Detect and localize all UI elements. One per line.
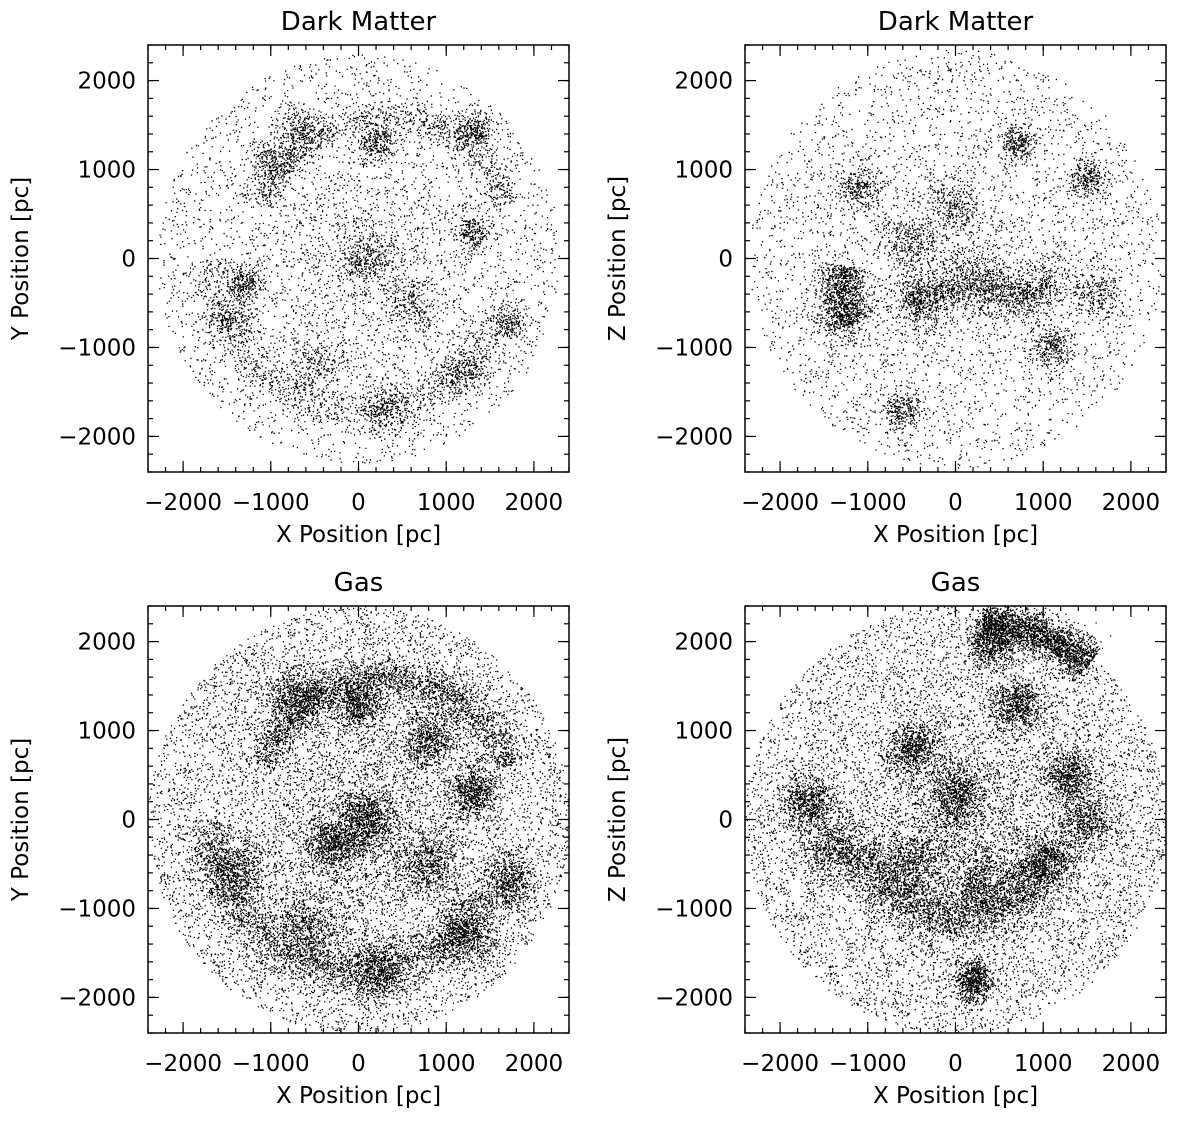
y-tick-label: −1000	[655, 896, 733, 922]
x-tick-label: 1000	[1014, 1051, 1073, 1077]
x-tick-label: 2000	[505, 1051, 564, 1077]
y-tick-label: 0	[121, 808, 136, 834]
x-tick-label: 0	[351, 490, 366, 516]
x-tick-label: −2000	[144, 490, 222, 516]
y-tick-label: −1000	[655, 335, 733, 361]
x-axis-label: X Position [pc]	[873, 1083, 1038, 1109]
x-tick-label: −2000	[741, 1051, 819, 1077]
y-tick-label: 0	[718, 808, 733, 834]
y-tick-label: −2000	[58, 985, 136, 1011]
x-axis-label: X Position [pc]	[276, 1083, 441, 1109]
scatter-points	[148, 606, 569, 1033]
x-tick-label: 1000	[417, 1051, 476, 1077]
y-axis-label: Y Position [pc]	[8, 177, 34, 341]
plot-frame	[744, 44, 1167, 473]
x-tick-label: 0	[948, 1051, 963, 1077]
y-tick-label: −1000	[58, 335, 136, 361]
y-axis-label: Z Position [pc]	[605, 737, 631, 902]
y-tick-label: 2000	[674, 69, 733, 95]
y-tick-label: 1000	[77, 158, 136, 184]
y-tick-label: −2000	[58, 424, 136, 450]
chart-title: Dark Matter	[878, 7, 1034, 37]
chart-panel-dm-xy: −2000 −1000 0 1000 2000 −2000 −1000 0 1000 2000 Da…	[0, 0, 597, 561]
y-tick-label: 1000	[77, 719, 136, 745]
scatter-plot-svg: −2000 −1000 0 1000 2000 −2000 −1000 0 1000 2000 Ga…	[8, 568, 570, 1109]
chart-title: Gas	[931, 568, 981, 598]
x-tick-label: 0	[351, 1051, 366, 1077]
chart-title: Gas	[334, 568, 384, 598]
x-tick-label: −1000	[829, 490, 907, 516]
plot-frame	[147, 605, 570, 1034]
y-tick-label: −2000	[655, 985, 733, 1011]
x-tick-label: 1000	[1014, 490, 1073, 516]
x-tick-label: −2000	[144, 1051, 222, 1077]
y-tick-label: 0	[718, 247, 733, 273]
scatter-points	[745, 606, 1166, 1033]
y-tick-label: −1000	[58, 896, 136, 922]
chart-panel-gas-xy: −2000 −1000 0 1000 2000 −2000 −1000 0 1000 2000 Ga…	[0, 561, 597, 1122]
x-tick-label: 2000	[1102, 490, 1161, 516]
x-tick-label: −1000	[829, 1051, 907, 1077]
x-tick-label: 0	[948, 490, 963, 516]
y-tick-label: 2000	[77, 69, 136, 95]
x-tick-label: 1000	[417, 490, 476, 516]
x-tick-label: −1000	[232, 1051, 310, 1077]
x-tick-label: −2000	[741, 490, 819, 516]
scatter-points	[751, 49, 1162, 469]
y-tick-label: −2000	[655, 424, 733, 450]
scatter-points	[159, 54, 560, 464]
x-axis-label: X Position [pc]	[276, 522, 441, 548]
y-axis-label: Y Position [pc]	[8, 738, 34, 902]
y-tick-label: 2000	[674, 630, 733, 656]
y-axis-label: Z Position [pc]	[605, 176, 631, 341]
scatter-plot-svg: −2000 −1000 0 1000 2000 −2000 −1000 0 1000 2000 Ga…	[605, 568, 1167, 1109]
scatter-plot-svg: −2000 −1000 0 1000 2000 −2000 −1000 0 1000 2000 Da…	[8, 7, 570, 548]
x-tick-label: −1000	[232, 490, 310, 516]
y-tick-label: 1000	[674, 719, 733, 745]
scatter-plot-svg: −2000 −1000 0 1000 2000 −2000 −1000 0 1000 2000 Da…	[605, 7, 1167, 548]
chart-panel-dm-xz: −2000 −1000 0 1000 2000 −2000 −1000 0 1000 2000 Da…	[597, 0, 1194, 561]
chart-panel-gas-xz: −2000 −1000 0 1000 2000 −2000 −1000 0 1000 2000 Ga…	[597, 561, 1194, 1122]
y-tick-label: 2000	[77, 630, 136, 656]
y-tick-label: 0	[121, 247, 136, 273]
y-tick-label: 1000	[674, 158, 733, 184]
x-axis-label: X Position [pc]	[873, 522, 1038, 548]
x-tick-label: 2000	[505, 490, 564, 516]
x-tick-label: 2000	[1102, 1051, 1161, 1077]
chart-title: Dark Matter	[281, 7, 437, 37]
